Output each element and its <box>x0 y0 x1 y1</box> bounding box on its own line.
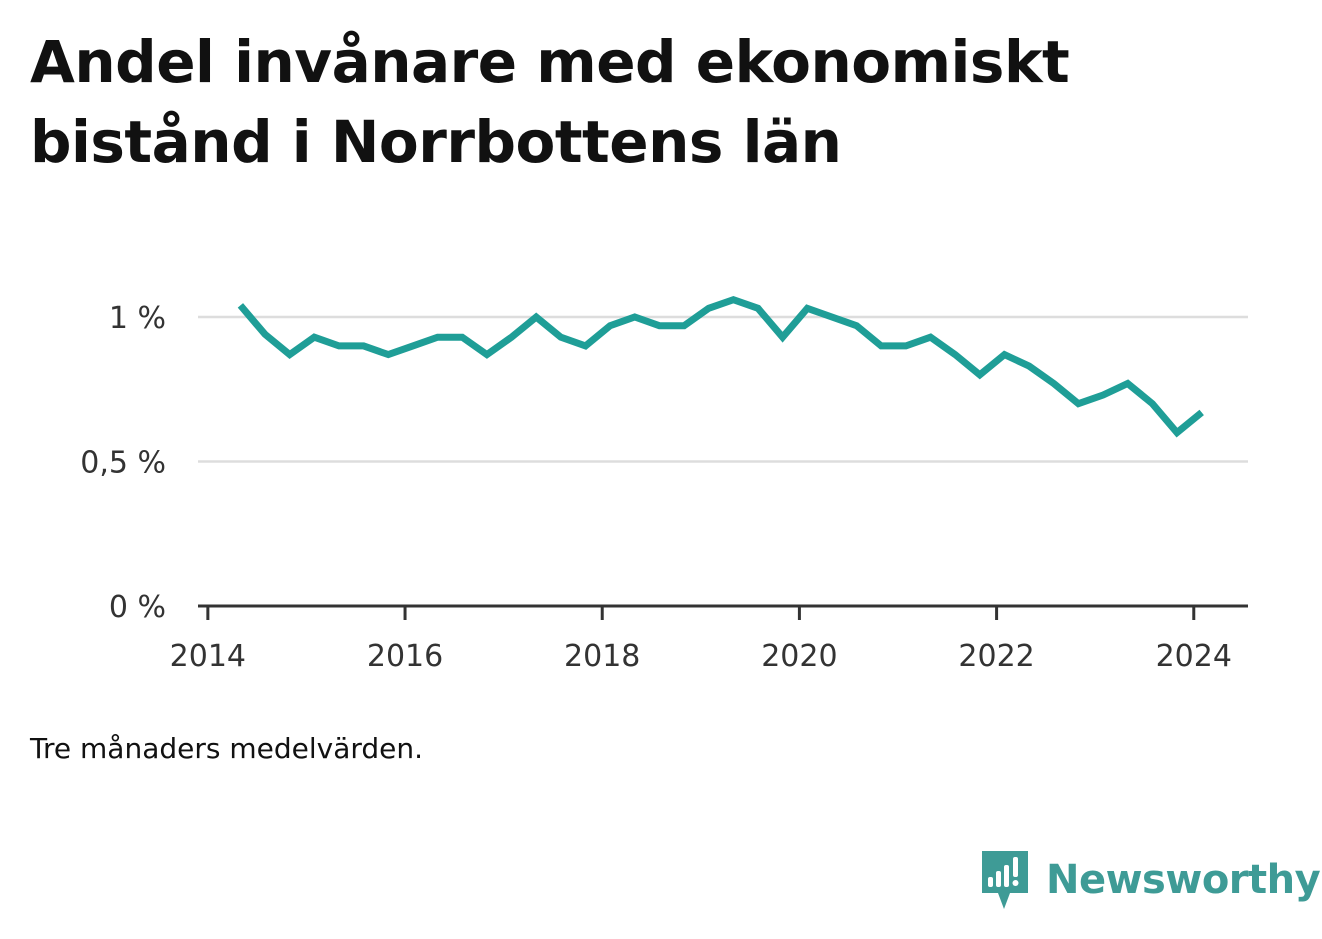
newsworthy-bar-chart-icon <box>982 851 1028 909</box>
gridlines <box>198 315 1248 463</box>
chart-title: Andel invånare med ekonomiskt bistånd i … <box>30 28 1070 176</box>
chart-note: Tre månaders medelvärden. <box>30 732 424 765</box>
y-tick-label-1: 0,5 % <box>80 446 166 481</box>
series-line-0 <box>237 295 1204 438</box>
y-tick-label-0: 0 % <box>109 590 166 625</box>
series-group <box>237 295 1204 438</box>
brand-name: Newsworthy <box>1046 857 1321 903</box>
y-axis-ticks: 0 % 0,5 % 1 % <box>80 301 166 625</box>
x-tick-label-4: 2022 <box>958 639 1034 674</box>
x-tick-label-0: 2014 <box>170 639 246 674</box>
x-axis-ticks: 2014 2016 2018 2020 2022 2024 <box>170 606 1232 674</box>
x-tick-label-3: 2020 <box>761 639 837 674</box>
brand-logo: Newsworthy <box>980 848 1321 912</box>
x-tick-label-1: 2016 <box>367 639 443 674</box>
x-tick-label-2: 2018 <box>564 639 640 674</box>
y-tick-label-2: 1 % <box>109 301 166 336</box>
x-tick-label-5: 2024 <box>1156 639 1232 674</box>
